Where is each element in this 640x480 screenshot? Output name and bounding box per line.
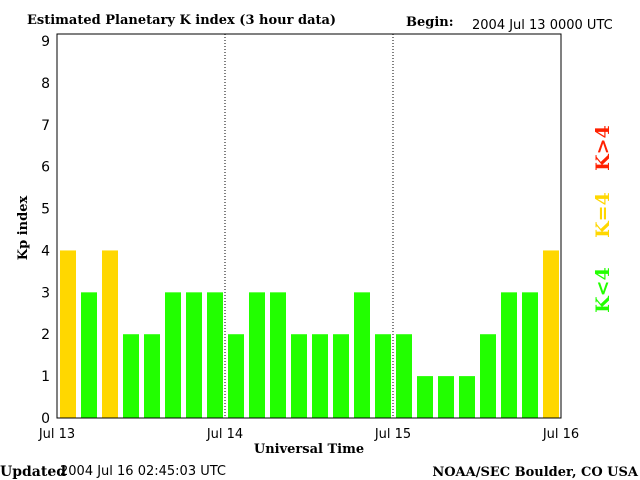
- kp-bar: [354, 292, 370, 418]
- x-tick-label: Jul 14: [206, 427, 243, 442]
- kp-bar: [102, 250, 118, 418]
- y-tick-label: 7: [41, 118, 50, 134]
- updated-value: 2004 Jul 16 02:45:03 UTC: [60, 464, 226, 479]
- kp-bar: [291, 334, 307, 418]
- chart-title: Estimated Planetary K index (3 hour data…: [27, 13, 336, 28]
- plot-frame: [56, 33, 562, 419]
- y-tick-label: 9: [41, 34, 50, 50]
- kp-bar: [123, 334, 139, 418]
- kp-bar: [543, 250, 559, 418]
- kp-bar: [396, 334, 412, 418]
- kp-bar: [312, 334, 328, 418]
- legend-low: K<4: [592, 267, 614, 313]
- y-axis-label: Kp index: [16, 196, 31, 261]
- y-tick-label: 8: [41, 76, 50, 92]
- x-axis-label: Universal Time: [254, 442, 364, 457]
- y-tick-label: 1: [41, 369, 50, 385]
- kp-bar: [249, 292, 265, 418]
- kp-bar: [228, 334, 244, 418]
- kp-bar: [501, 292, 517, 418]
- kp-bar: [333, 334, 349, 418]
- kp-bar: [144, 334, 160, 418]
- y-tick-label: 2: [41, 327, 50, 343]
- kp-bar: [480, 334, 496, 418]
- source-label: NOAA/SEC Boulder, CO USA: [432, 465, 639, 480]
- begin-value: 2004 Jul 13 0000 UTC: [472, 18, 613, 33]
- kp-bar: [417, 376, 433, 418]
- kp-bar: [375, 334, 391, 418]
- kp-bar: [270, 292, 286, 418]
- kp-bar: [165, 292, 181, 418]
- y-tick-label: 0: [41, 411, 50, 427]
- kp-bar: [81, 292, 97, 418]
- y-tick-label: 4: [41, 243, 50, 259]
- legend-mid: K=4: [592, 192, 614, 238]
- kp-bar: [522, 292, 538, 418]
- kp-bar: [186, 292, 202, 418]
- y-tick-label: 6: [41, 160, 50, 176]
- legend-high: K>4: [592, 125, 614, 171]
- updated-label: Updated: [0, 464, 66, 480]
- kp-bar: [60, 250, 76, 418]
- x-tick-label: Jul 13: [38, 427, 75, 442]
- begin-label: Begin:: [406, 15, 454, 30]
- kp-bar: [459, 376, 475, 418]
- kp-bar: [438, 376, 454, 418]
- x-tick-label: Jul 16: [542, 427, 579, 442]
- y-tick-label: 3: [41, 285, 50, 301]
- x-tick-label: Jul 15: [374, 427, 411, 442]
- kp-bar: [207, 292, 223, 418]
- y-tick-label: 5: [41, 202, 50, 218]
